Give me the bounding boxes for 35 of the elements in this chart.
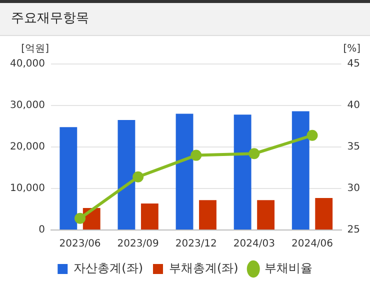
bar bbox=[257, 200, 275, 230]
bar bbox=[60, 127, 78, 230]
y2-tick-label: 25 bbox=[347, 224, 360, 236]
point bbox=[132, 171, 144, 182]
point bbox=[306, 130, 318, 141]
y-tick-label: 10,000 bbox=[10, 183, 45, 194]
y2-tick-label: 30 bbox=[347, 183, 360, 194]
y2-axis-title: [%] bbox=[343, 44, 361, 55]
bar bbox=[292, 111, 310, 230]
y-tick-label: 20,000 bbox=[10, 142, 45, 153]
legend-label: 부채비율 bbox=[264, 261, 312, 276]
bar bbox=[199, 200, 216, 230]
y2-tick-label: 35 bbox=[347, 142, 360, 153]
y2-tick-label: 45 bbox=[347, 58, 360, 70]
legend-label: 자산총계(좌) bbox=[74, 261, 144, 276]
point bbox=[190, 150, 202, 161]
bar bbox=[315, 198, 333, 230]
y-tick-label: 30,000 bbox=[10, 100, 45, 112]
point bbox=[74, 212, 86, 224]
x-tick-label: 2024/06 bbox=[291, 238, 334, 250]
y-axis-title: [억원] bbox=[21, 44, 50, 55]
chart-title: 주요재무항목 bbox=[0, 0, 370, 36]
legend-label: 부채총계(좌) bbox=[169, 261, 238, 276]
point bbox=[248, 148, 260, 160]
x-tick-label: 2023/09 bbox=[117, 238, 159, 250]
y-tick-label: 40,000 bbox=[10, 58, 45, 70]
x-tick-label: 2023/06 bbox=[59, 238, 101, 250]
y2-tick-label: 40 bbox=[347, 100, 360, 112]
x-tick-label: 2024/03 bbox=[233, 238, 275, 250]
y-tick-label: 0 bbox=[38, 224, 45, 236]
x-tick-label: 2023/12 bbox=[175, 238, 217, 250]
bar bbox=[140, 203, 158, 230]
bar bbox=[118, 120, 136, 230]
bar bbox=[176, 114, 194, 230]
bar bbox=[234, 114, 252, 230]
